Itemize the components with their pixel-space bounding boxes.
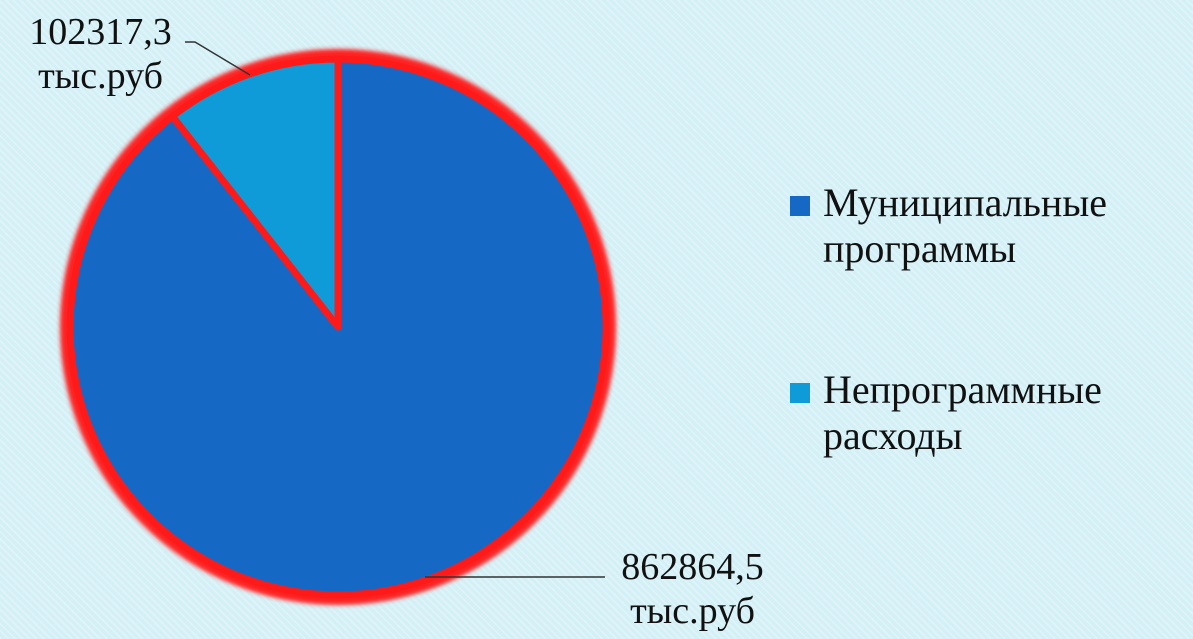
data-label: 862864,5 тыс.руб: [621, 546, 764, 632]
pie: [60, 49, 616, 605]
pie-slice: [168, 55, 342, 331]
data-label: 102317,3 тыс.руб: [29, 11, 172, 97]
legend-swatch: [790, 383, 810, 403]
leader-line: [185, 41, 251, 76]
legend-swatch: [790, 196, 810, 216]
legend-label: Непрограммные расходы: [823, 367, 1102, 458]
legend-label: Муниципальные программы: [823, 180, 1107, 271]
